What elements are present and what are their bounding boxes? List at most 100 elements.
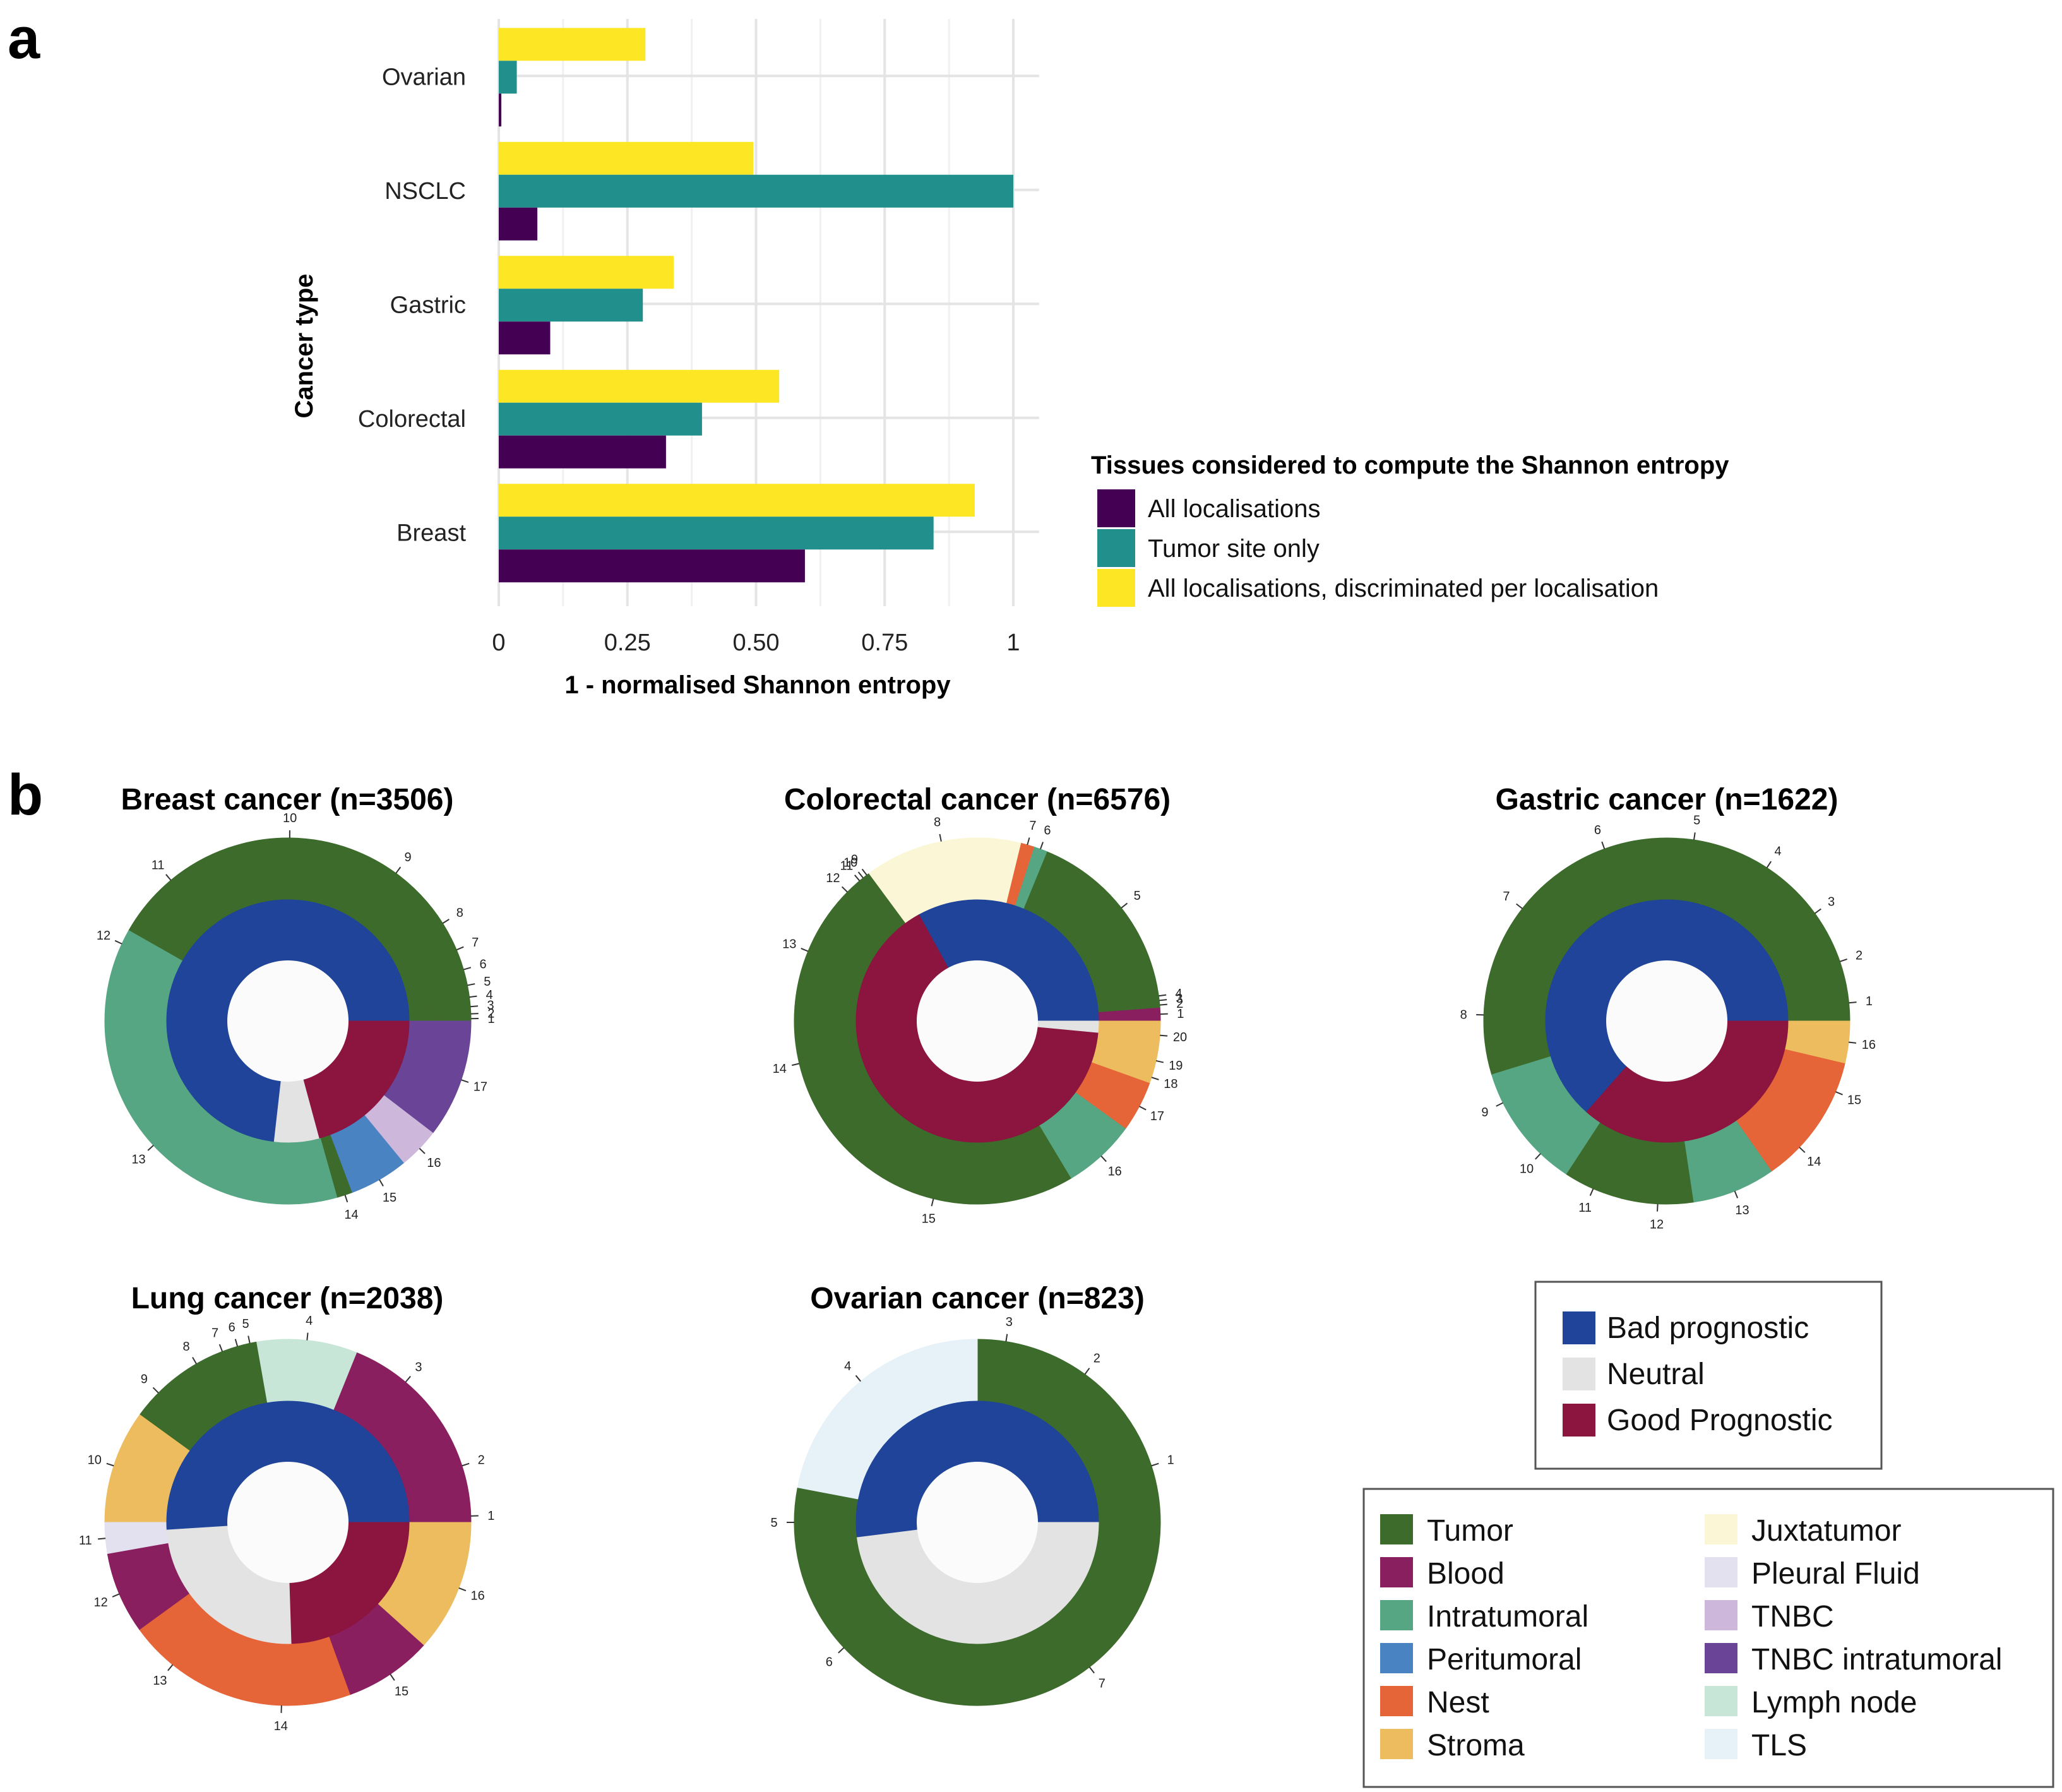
slice-tick (344, 1195, 349, 1203)
bar (499, 435, 666, 469)
donut-hole (227, 1462, 349, 1583)
bar (499, 93, 502, 127)
legend-swatch (1097, 489, 1135, 527)
category-label: Colorectal (358, 406, 466, 433)
legend-entry: Tumor site only (1148, 535, 1320, 563)
slice-tick (931, 1198, 934, 1207)
bar (499, 517, 934, 550)
slice-label: 3 (1828, 895, 1835, 909)
donut-colorectal: Colorectal cancer (n=6576)12345678910111… (773, 783, 1187, 1226)
donut-title: Colorectal cancer (n=6576) (784, 783, 1171, 816)
slice-label: 20 (1173, 1030, 1187, 1044)
legend-entry: TLS (1751, 1729, 1807, 1762)
bar (499, 61, 517, 94)
slice-label: 3 (487, 999, 494, 1013)
legend-entry: Stroma (1427, 1729, 1525, 1762)
slice-label: 1 (1167, 1453, 1174, 1467)
panel-label-b: b (8, 763, 43, 827)
legend-swatch (1563, 1358, 1595, 1390)
slice-label: 5 (242, 1317, 249, 1331)
slice-label: 12 (97, 929, 110, 943)
slice-label: 11 (1578, 1201, 1592, 1215)
slice-tick (1121, 902, 1128, 909)
legend-swatch (1097, 569, 1135, 607)
donut-gastric: Gastric cancer (n=1622)12345678910111213… (1460, 783, 1876, 1232)
slice-label: 17 (474, 1080, 487, 1094)
legend-entry: Tumor (1427, 1514, 1513, 1548)
slice-tick (1766, 861, 1772, 868)
y-axis-title: Cancer type (290, 274, 318, 419)
slice-label: 8 (934, 815, 941, 829)
slice-tick (838, 1647, 845, 1654)
slice-tick (792, 1063, 800, 1066)
inner-slice (918, 899, 1099, 1022)
slice-label: 2 (1176, 997, 1183, 1011)
slice-label: 10 (1520, 1162, 1534, 1176)
donut-hole (227, 960, 349, 1082)
slice-tick (861, 868, 867, 876)
slice-label: 1 (487, 1509, 494, 1523)
slice-tick (147, 1145, 154, 1151)
slice-tick (470, 1005, 479, 1008)
slice-tick (463, 967, 472, 971)
slice-label: 3 (1176, 992, 1183, 1006)
slice-label: 6 (1044, 824, 1051, 838)
legend-swatch (1705, 1600, 1737, 1630)
legend-swatch (1380, 1643, 1413, 1673)
donut-hole (917, 1462, 1038, 1583)
slice-tick (462, 1462, 470, 1467)
legend-swatch (1563, 1311, 1595, 1344)
slice-label: 3 (415, 1360, 422, 1374)
slice-tick (395, 866, 402, 874)
slice-label: 1 (1866, 995, 1873, 1008)
slice-label: 12 (826, 871, 840, 885)
slice-tick (106, 1462, 114, 1467)
slice-label: 13 (782, 937, 796, 951)
slice-label: 10 (283, 811, 297, 825)
category-label: Ovarian (382, 64, 466, 90)
slice-label: 7 (1099, 1676, 1105, 1690)
slice-tick (1693, 832, 1696, 840)
slice-tick (1835, 1091, 1843, 1096)
slice-tick (1088, 1666, 1095, 1674)
slice-tick (112, 1593, 120, 1598)
legend-entry: Intratumoral (1427, 1600, 1588, 1634)
bar (499, 174, 1013, 208)
inner-slice (1586, 1020, 1789, 1143)
slice-tick (857, 871, 864, 878)
slice-tick (218, 1344, 223, 1352)
slice-label: 11 (79, 1534, 92, 1548)
slice-tick (192, 1356, 197, 1365)
slice-tick (114, 940, 122, 945)
slice-label: 7 (1503, 890, 1510, 904)
donut-title: Lung cancer (n=2038) (131, 1282, 444, 1315)
donut-title: Gastric cancer (n=1622) (1496, 783, 1839, 816)
slice-tick (1516, 903, 1523, 909)
bar (499, 321, 551, 355)
legend-swatch (1097, 529, 1135, 567)
slice-label: 15 (1847, 1093, 1861, 1107)
slice-tick (1005, 1334, 1008, 1342)
legend-swatch (1380, 1514, 1413, 1544)
slice-label: 7 (212, 1326, 218, 1340)
legend-swatch (1705, 1643, 1737, 1673)
slice-tick (467, 983, 475, 986)
slice-label: 4 (486, 988, 493, 1002)
legend-title: Tissues considered to compute the Shanno… (1091, 451, 1729, 479)
donut-breast: Breast cancer (n=3506)123456789101112131… (97, 783, 495, 1222)
slice-label: 13 (131, 1153, 145, 1167)
slice-label: 19 (1169, 1059, 1183, 1073)
legend-swatch (1380, 1729, 1413, 1759)
slice-tick (98, 1538, 106, 1540)
bar (499, 289, 643, 322)
slice-label: 5 (484, 975, 491, 989)
slice-tick (458, 1587, 467, 1592)
slice-tick (854, 875, 861, 881)
slice-label: 14 (773, 1062, 787, 1076)
slice-label: 11 (152, 858, 165, 872)
tissue-legend: Tumor Blood Intratumoral Peritumoral Nest Str… (1362, 1488, 2054, 1788)
bar (499, 484, 975, 517)
donut-hole (1606, 960, 1727, 1082)
slice-label: 9 (851, 852, 858, 866)
legend-entry: TNBC intratumoral (1751, 1643, 2002, 1676)
